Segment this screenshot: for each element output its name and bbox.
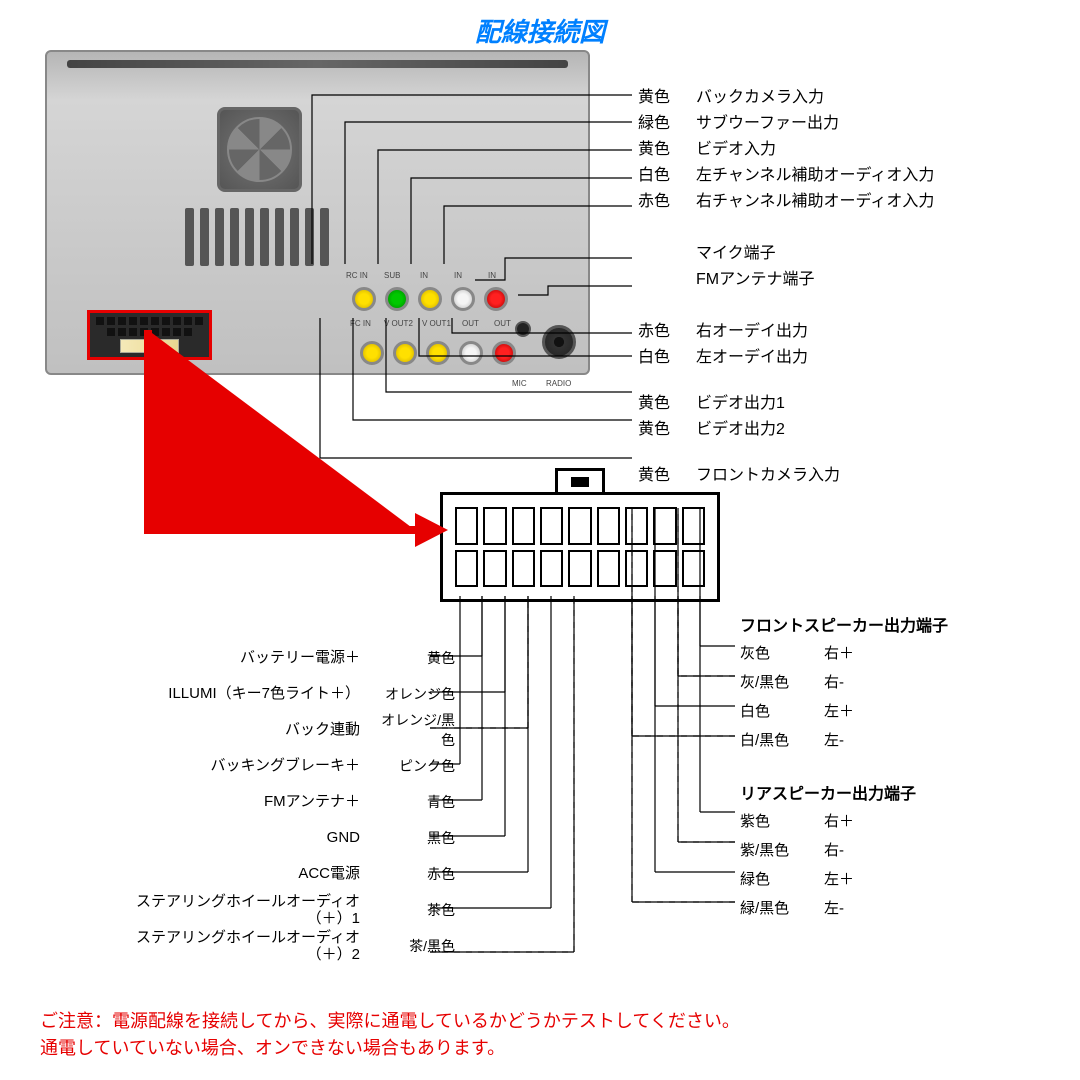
iso-connector-highlighted (87, 310, 212, 360)
warning-text: ご注意：電源配線を接続してから、実際に通電しているかどうかテストしてください。 … (40, 1008, 1040, 1062)
fm-antenna-jack (542, 325, 576, 359)
left-wire-list: バッテリー電源＋黄色ILLUMI（キー7色ライト＋）オレンジ色バック連動オレンジ… (0, 640, 455, 964)
iso-connector-diagram (440, 492, 720, 602)
rca-label-column: 黄色バックカメラ入力緑色サブウーファー出力黄色ビデオ入力白色左チャンネル補助オー… (638, 90, 1058, 494)
right-wire-list: フロントスピーカー出力端子灰色右＋灰/黒色右-白色左＋白/黒色左-リアスピーカー… (740, 612, 1060, 926)
diagram-title: 配線接続図 (475, 12, 605, 49)
device-rear-panel: RC IN SUB IN IN IN FC IN V OUT2 V OUT1 O… (45, 50, 590, 375)
rca-panel: RC IN SUB IN IN IN FC IN V OUT2 V OUT1 O… (302, 277, 582, 407)
fan-icon (217, 107, 302, 192)
heatsink-vents (177, 202, 337, 272)
mic-jack (515, 321, 531, 337)
